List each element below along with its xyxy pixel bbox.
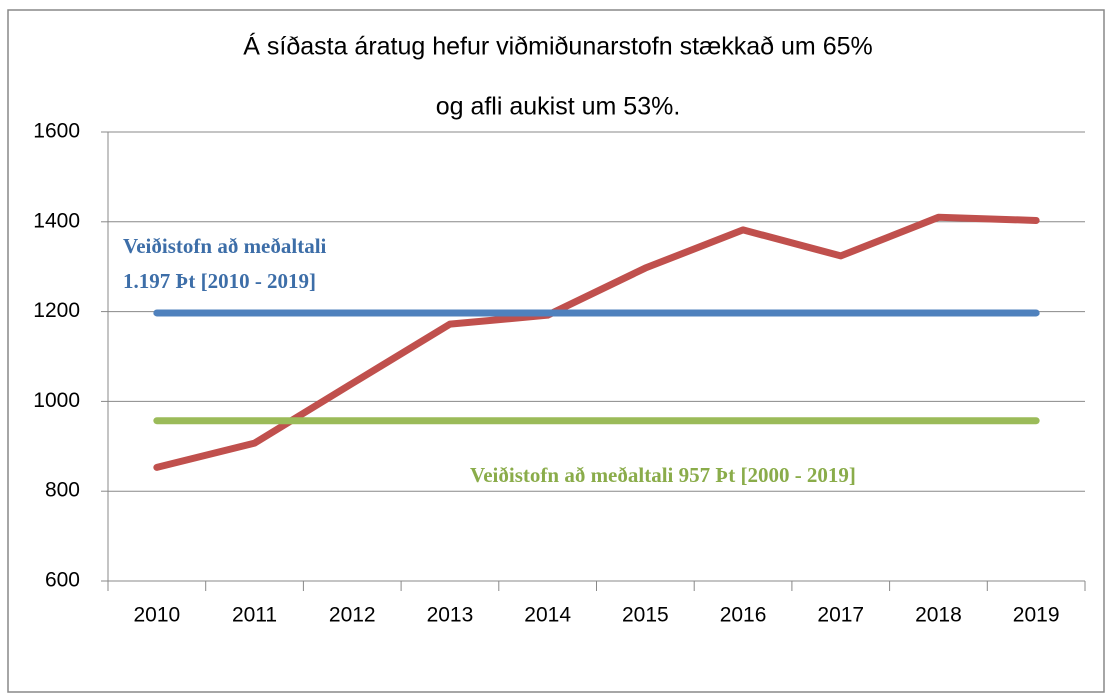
annotation: 1.197 Þt [2010 - 2019]	[123, 269, 316, 293]
x-tick-label: 2013	[427, 604, 474, 627]
x-tick-label: 2011	[232, 604, 277, 627]
annotation: Veiðistofn að meðaltali	[123, 234, 327, 258]
chart-title: Á síðasta áratug hefur viðmiðunarstofn s…	[243, 32, 873, 61]
y-tick-label: 800	[45, 479, 80, 502]
annotation: Veiðistofn að meðaltali 957 Þt [2000 - 2…	[470, 463, 856, 487]
y-tick-label: 1600	[33, 120, 80, 143]
x-tick-label: 2019	[1013, 604, 1060, 627]
y-tick-label: 1400	[33, 209, 80, 232]
x-tick-label: 2018	[915, 604, 962, 627]
chart-border	[7, 9, 1105, 693]
y-tick-label: 1200	[33, 299, 80, 322]
y-tick-label: 600	[45, 569, 80, 592]
x-tick-label: 2016	[720, 604, 767, 627]
chart-title: og afli aukist um 53%.	[436, 93, 681, 121]
x-tick-label: 2014	[524, 604, 571, 627]
x-tick-label: 2015	[622, 604, 669, 627]
y-tick-label: 1000	[33, 389, 80, 412]
x-tick-label: 2010	[133, 604, 180, 627]
x-tick-label: 2012	[329, 604, 376, 627]
x-tick-label: 2017	[817, 604, 864, 627]
series-line	[153, 213, 1040, 471]
